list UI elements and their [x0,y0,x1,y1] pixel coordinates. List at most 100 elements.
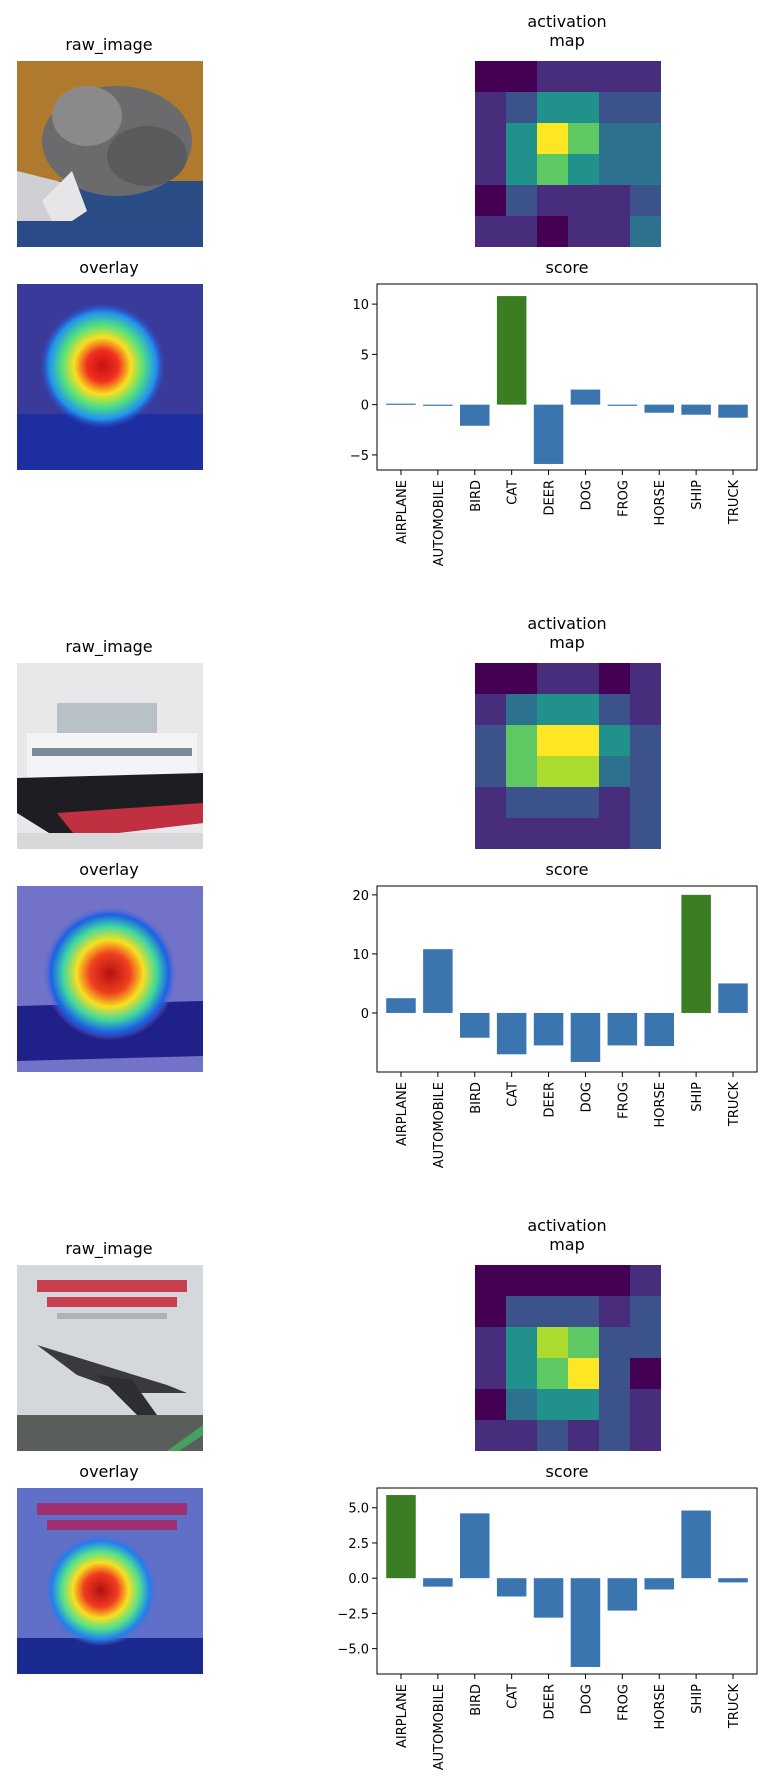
x-tick-label: DEER [543,1684,558,1719]
bar-frog [607,1578,638,1611]
heatmap-cell [475,123,507,155]
bar-airplane [386,403,416,405]
heatmap-cell [630,787,661,819]
y-tick-label: −5.0 [337,1643,369,1658]
bar-deer [533,1012,564,1046]
bar-airplane [386,998,416,1013]
heatmap-cell [506,216,538,247]
raw-image-cat [17,61,203,247]
x-tick-label: DEER [543,480,558,515]
bar-truck [718,404,748,418]
heatmap-cell [630,216,661,247]
heatmap-cell [475,185,507,217]
bar-airplane [386,1495,416,1579]
heatmap-cell [630,154,661,186]
overlay-title: overlay [79,258,139,277]
heatmap-cell [475,725,507,757]
heatmap-cell [630,725,661,757]
y-tick-label: 10 [352,298,369,313]
heatmap-cell [537,1420,569,1451]
heatmap-cell [630,185,661,217]
heatmap-cell [537,154,569,186]
heatmap-cell [475,818,507,849]
heatmap-cell [599,216,631,247]
heatmap-cell [537,1358,569,1390]
heatmap-cell [475,663,507,695]
raw-image-title: raw_image [65,637,153,656]
heatmap-cell [537,663,569,695]
heatmap-cell [506,694,538,726]
heatmap-cell [506,1265,538,1297]
bar-frog [607,1012,638,1046]
x-tick-label: BIRD [469,1684,484,1716]
activation-map-title: activation map [527,1216,607,1254]
heatmap-cell [599,756,631,788]
heatmap-cell [599,694,631,726]
heatmap-cell [568,725,600,757]
heatmap-cell [599,1358,631,1390]
heatmap-cell [630,92,661,124]
heatmap-cell [537,1265,569,1297]
heatmap-cell [506,787,538,819]
x-tick-label: AUTOMOBILE [432,480,447,566]
bar-automobile [423,1578,453,1587]
x-tick-label: AIRPLANE [395,1684,410,1748]
heatmap-cell [568,216,600,247]
heatmap-cell [630,1358,661,1390]
heatmap-cell [568,818,600,849]
y-tick-label: 5.0 [348,1502,369,1517]
heatmap-cell [537,123,569,155]
x-tick-label: DOG [579,1684,594,1714]
bar-ship [681,404,711,415]
heatmap-cell [506,154,538,186]
heatmap-cell [537,1389,569,1421]
heatmap-cell [475,154,507,186]
heatmap-cell [568,123,600,155]
heatmap-cell [568,92,600,124]
overlay-image-airplane [17,1488,203,1674]
raw-image-title: raw_image [65,35,153,54]
heatmap-cell [475,694,507,726]
axes-frame [376,1487,758,1675]
heatmap-cell [568,1327,600,1359]
heatmap-cell [630,1389,661,1421]
x-tick-label: AUTOMOBILE [432,1082,447,1168]
heatmap-cell [506,818,538,849]
bar-cat [496,1578,527,1597]
heatmap-cell [537,756,569,788]
overlay-image-ship [17,886,203,1072]
heatmap-cell [568,61,600,93]
heatmap-cell [475,1327,507,1359]
heatmap-cell [599,92,631,124]
bar-frog [607,404,638,406]
bar-ship [681,894,711,1013]
x-tick-label: CAT [506,1082,521,1107]
heatmap-cell [568,1358,600,1390]
heatmap-cell [475,1389,507,1421]
x-tick-label: CAT [506,1684,521,1709]
heatmap-cell [475,1265,507,1297]
y-tick-label: −2.5 [337,1607,369,1622]
heatmap-cell [506,1420,538,1451]
heatmap-cell [506,123,538,155]
x-tick-label: SHIP [690,1684,705,1714]
x-tick-label: DOG [579,1082,594,1112]
x-tick-label: AIRPLANE [395,1082,410,1146]
heatmap-cell [599,787,631,819]
heatmap-cell [599,725,631,757]
heatmap-cell [537,725,569,757]
heatmap-cell [506,1389,538,1421]
bar-horse [644,1012,674,1047]
heatmap-cell [537,694,569,726]
heatmap-cell [506,1327,538,1359]
heatmap-cell [475,787,507,819]
heatmap-cell [475,216,507,247]
y-tick-label: 5 [361,348,369,363]
raw-image-ship [17,663,203,849]
heatmap-cell [537,818,569,849]
heatmap-cell [599,185,631,217]
y-tick-label: 20 [352,889,369,904]
x-tick-label: TRUCK [727,1684,742,1730]
y-tick-label: 0 [361,399,369,414]
